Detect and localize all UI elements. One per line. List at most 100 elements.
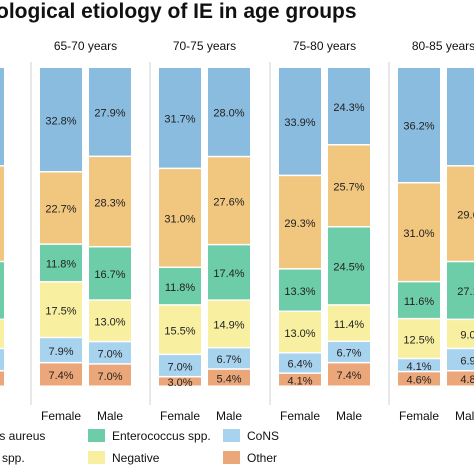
data-label: 4.6% [406,375,431,387]
bar-segment [328,68,370,145]
data-label: 27.6% [213,196,244,208]
bar-segment [447,320,474,348]
bar-male: 28.0% 27.6% 17.4% 14.9% 6.7% 5.4% Male [208,68,250,423]
legend-item: Other [223,451,277,465]
bar-segment [279,312,321,353]
bar-segment [398,372,440,386]
bar-segment [328,145,370,226]
data-label: 12.5% [403,334,434,346]
bar-segment [0,371,4,386]
data-label: 7.0% [97,371,122,383]
bar-segment [398,359,440,371]
data-label: 3.0% [167,377,192,389]
legend-item: Negative [88,451,160,465]
legend-swatch [223,451,240,464]
data-label: 31.7% [164,114,195,126]
bar-segment [447,262,474,319]
data-label: 17.4% [213,268,244,280]
data-label: 14.9% [213,320,244,332]
data-label: 24.3% [333,102,364,114]
bar-segment [89,68,131,156]
legend-item: ccus spp. [0,451,25,465]
bar-segment [208,369,250,386]
data-label: 6.9 [460,355,474,367]
bar-segment [159,305,201,354]
data-label: 13.0% [284,328,315,340]
data-label: 29.3% [284,218,315,230]
bar-segment [89,247,131,300]
legend-item: occus aureus [0,429,45,443]
age-group-3: 75-80 years 33.9% 29.3% 13.3% 13.0% 6.4% 4.1% F… [269,39,370,423]
data-label: 17.5% [45,305,76,317]
bar-female: 32.8% 22.7% 11.8% 17.5% 7.9% 7.4% Female [40,68,82,423]
legend-label: Enterococcus spp. [112,429,211,443]
data-label: 25.7% [333,182,364,194]
legend-swatch [88,429,105,442]
bar-segment [279,373,321,386]
data-label: 7.0% [97,348,122,360]
bar-segment [159,169,201,267]
bar-segment [447,68,474,166]
data-label: 32.8% [45,115,76,127]
bar-female: 33.9% 29.3% 13.3% 13.0% 6.4% 4.1% Female [279,68,321,423]
data-label: 31.0% [403,228,434,240]
legend: occus aureus Enterococcus spp. CoNS ccus sp… [0,429,279,465]
bar-segment [40,68,82,172]
data-label: 4.8 [460,374,474,386]
bar-segment [398,282,440,318]
bar-segment [159,68,201,168]
data-label: 28.0% [213,108,244,120]
bar-segment [447,349,474,370]
bar-segment [208,68,250,156]
bar-segment [279,176,321,269]
sex-label: Male [97,409,123,423]
data-label: 11.8% [165,282,196,294]
legend-swatch [88,451,105,464]
data-label: 6.7% [216,354,241,366]
age-group-2: 70-75 years 31.7% 31.0% 11.8% 15.5% 7.0% 3.0% F… [149,39,250,423]
data-label: 13.3% [284,286,315,298]
data-label: 22.7% [45,204,76,216]
sex-label: Female [399,409,439,423]
data-label: 9.0 [460,330,474,342]
data-label: 7.9% [48,346,73,358]
bar-groups: years%%%%%%e 65-70 years 32.8% 22.7% 11.8% 17… [0,39,474,423]
legend-swatch [223,429,240,442]
bar-segment [0,349,4,370]
data-label: 6.4% [287,359,312,371]
legend-item: Enterococcus spp. [88,429,211,443]
bar-segment [0,262,4,319]
bar-male: 29.6 27.1 9.0 6.9 4.8 Male [447,68,474,423]
bar-segment [398,68,440,182]
legend-label: Negative [112,451,160,465]
legend-item: CoNS [223,429,279,443]
data-label: 6.7% [336,348,361,360]
bar-segment [159,377,201,386]
data-label: 28.3% [94,197,125,209]
age-group-1: 65-70 years 32.8% 22.7% 11.8% 17.5% 7.9% 7.4% F… [30,39,131,423]
legend-label: Other [247,451,277,465]
bar-segment [0,320,4,348]
bar-segment [40,363,82,386]
legend-label: CoNS [247,429,279,443]
bar-segment [208,245,250,300]
bar-male: 24.3% 25.7% 24.5% 11.4% 6.7% 7.4% Male [328,68,370,423]
sex-label: Female [280,409,320,423]
sex-label: Male [455,409,474,423]
bar-segment [89,342,131,364]
bar-segment [398,319,440,358]
bar-segment [89,300,131,341]
bar-segment [159,268,201,305]
bar-segment [279,68,321,175]
legend-label: ccus spp. [0,451,25,465]
bar-segment [328,363,370,386]
bar-e: e [0,68,4,386]
sex-label: Female [160,409,200,423]
data-label: 27.1 [457,286,474,298]
age-group-4: 80-85 years 36.2% 31.0% 11.6% 12.5% 4.1% 4.6% F… [388,39,474,423]
data-label: 36.2% [403,121,434,133]
data-label: 7.0% [167,361,192,373]
bar-segment [279,353,321,373]
data-label: 4.1% [406,361,431,373]
